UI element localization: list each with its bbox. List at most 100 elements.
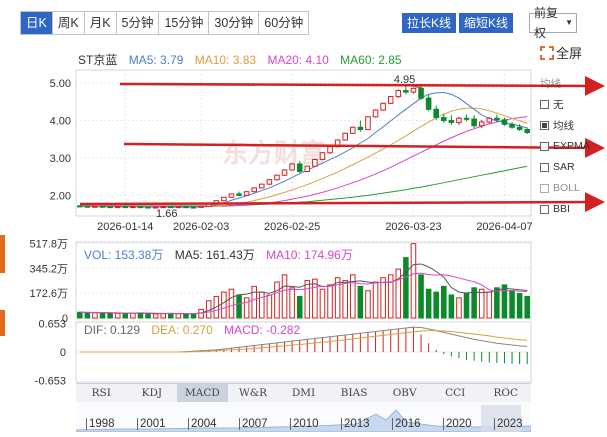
- year-label[interactable]: 2007: [239, 418, 268, 430]
- volume-bar: [403, 257, 409, 319]
- year-label[interactable]: 2016: [392, 418, 421, 430]
- year-label[interactable]: 2023: [494, 418, 523, 430]
- volume-bar: [274, 281, 280, 319]
- checkbox-icon[interactable]: [540, 204, 549, 214]
- vol-ma10-legend: MA10: 174.96万: [266, 248, 353, 262]
- volume-bar: [145, 313, 151, 319]
- candle-body: [372, 109, 379, 118]
- candle-body: [259, 183, 265, 189]
- candle-body: [243, 191, 250, 196]
- indicator-tab-macd[interactable]: MACD: [177, 384, 228, 402]
- candle-body: [509, 123, 515, 128]
- volume-bar: [372, 281, 379, 319]
- indicator-tabs: RSI KDJ MACD W&R DMI BIAS OBV CCI ROC: [76, 383, 531, 402]
- adjust-select[interactable]: 前复权 ▼: [529, 6, 577, 40]
- candle-body: [327, 146, 333, 154]
- indicator-tab-kdj[interactable]: KDJ: [141, 387, 163, 399]
- overlay-option-ma[interactable]: 均线: [540, 117, 590, 133]
- indicator-tab-dmi[interactable]: DMI: [291, 387, 316, 399]
- y-tick-label: 2.00: [50, 190, 71, 202]
- period-week-k[interactable]: 周K: [52, 12, 85, 34]
- year-label[interactable]: 2013: [341, 418, 370, 430]
- fullscreen-button[interactable]: 全屏: [540, 43, 582, 62]
- indicator-tab-roc[interactable]: ROC: [493, 387, 519, 399]
- candle-body: [501, 119, 508, 125]
- overlay-option-label: BBI: [553, 203, 570, 215]
- year-label[interactable]: 2020: [443, 418, 472, 430]
- candle-body: [183, 206, 189, 209]
- candle-body: [471, 118, 477, 127]
- volume-bar: [327, 284, 333, 319]
- volume-bar: [304, 280, 311, 319]
- volume-bar: [175, 313, 182, 319]
- candle-body: [524, 129, 530, 134]
- volume-bar: [486, 291, 493, 319]
- indicator-tab-obv[interactable]: OBV: [392, 387, 417, 399]
- volume-bar: [243, 297, 250, 319]
- overlay-option-bbi[interactable]: BBI: [540, 201, 590, 217]
- period-30min[interactable]: 30分钟: [209, 12, 260, 34]
- overlay-option-label: 无: [553, 98, 564, 111]
- period-15min[interactable]: 15分钟: [159, 12, 210, 34]
- candle-body: [236, 193, 242, 196]
- y-tick-label: 4.00: [50, 116, 71, 128]
- year-label[interactable]: 1998: [86, 418, 115, 430]
- volume-bar: [236, 294, 242, 319]
- checkbox-icon[interactable]: [540, 99, 549, 109]
- period-bar: 日K 周K 月K 5分钟 15分钟 30分钟 60分钟: [20, 11, 310, 35]
- period-month-k[interactable]: 月K: [84, 12, 117, 34]
- volume-bar: [152, 313, 159, 319]
- overlay-option-expma[interactable]: EXPMA: [540, 138, 590, 154]
- indicator-tab-rsi[interactable]: RSI: [91, 387, 111, 399]
- period-60min[interactable]: 60分钟: [259, 12, 309, 34]
- overlay-header-label: 均线: [540, 77, 561, 90]
- low-label: 1.66: [156, 208, 177, 220]
- stretch-kline-button[interactable]: 拉长K线: [402, 13, 457, 33]
- candle-body: [516, 126, 523, 131]
- candle-body: [380, 102, 386, 111]
- year-timeline[interactable]: 1998 2001 2004 2007 2010 2013 2016 2020 2023: [76, 402, 531, 432]
- year-label[interactable]: 2001: [137, 418, 166, 430]
- indicator-tab-wr[interactable]: W&R: [238, 387, 267, 399]
- overlay-option-sar[interactable]: SAR: [540, 159, 590, 175]
- ma20-legend: MA20: 4.10: [267, 53, 329, 67]
- volume-tick-label: 345.2万: [29, 263, 68, 275]
- period-day-k[interactable]: 日K: [21, 12, 53, 34]
- annotation-arrow: [119, 75, 605, 96]
- volume-bar: [160, 313, 166, 319]
- candle-body: [168, 206, 174, 209]
- range-handle[interactable]: [481, 405, 521, 432]
- dea-line: [79, 330, 528, 353]
- left-edge-tab-2[interactable]: [0, 310, 5, 336]
- shrink-kline-button[interactable]: 缩短K线: [459, 13, 514, 33]
- overlay-option-label: EXPMA: [553, 140, 590, 152]
- candle-body: [387, 96, 394, 104]
- overlay-option-boll[interactable]: BOLL: [540, 180, 590, 196]
- candle-body: [99, 205, 106, 208]
- indicator-tab-cci[interactable]: CCI: [445, 387, 466, 399]
- macd-legend: DIF: 0.129 DEA: 0.270 MACD: -0.282: [84, 323, 308, 337]
- indicator-tab-bias[interactable]: BIAS: [340, 387, 368, 399]
- checkbox-icon[interactable]: [540, 183, 549, 193]
- dea-legend: DEA: 0.270: [151, 323, 213, 337]
- dif-legend: DIF: 0.129: [84, 323, 141, 337]
- volume-bar: [77, 311, 83, 319]
- overlay-option-label: BOLL: [553, 182, 580, 194]
- volume-bar: [114, 312, 121, 319]
- left-edge-tab[interactable]: [0, 235, 5, 273]
- candle-body: [441, 117, 447, 122]
- fullscreen-label: 全屏: [556, 46, 583, 61]
- checkbox-icon[interactable]: [540, 162, 549, 172]
- candle-body: [198, 205, 204, 208]
- volume-bar: [92, 312, 98, 319]
- checkbox-checked-icon[interactable]: [540, 120, 549, 130]
- candle-body: [137, 206, 144, 209]
- year-label[interactable]: 2004: [188, 418, 217, 430]
- volume-bar: [425, 288, 432, 319]
- overlay-option-none[interactable]: 无: [540, 96, 590, 112]
- period-5min[interactable]: 5分钟: [116, 12, 160, 34]
- volume-bar: [433, 291, 439, 319]
- checkbox-icon[interactable]: [540, 141, 549, 151]
- high-label: 4.95: [394, 74, 415, 86]
- year-label[interactable]: 2010: [290, 418, 319, 430]
